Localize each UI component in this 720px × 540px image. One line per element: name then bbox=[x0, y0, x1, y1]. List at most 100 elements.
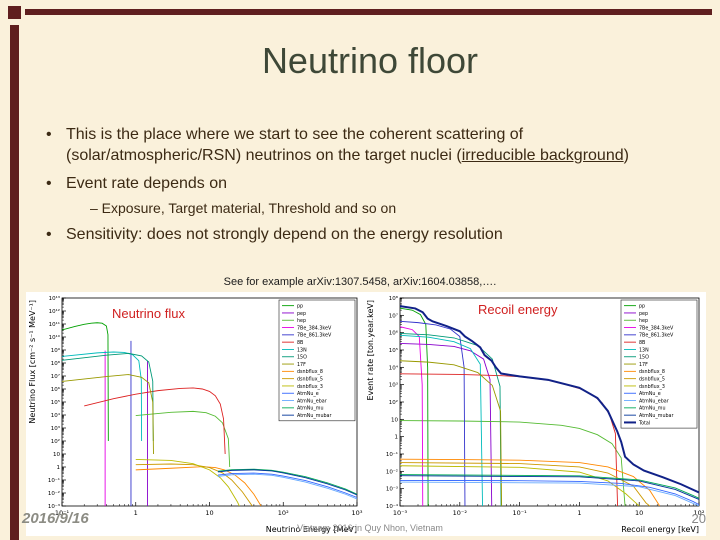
svg-text:dsnbflux_8: dsnbflux_8 bbox=[297, 369, 323, 375]
series-AtmNu_mu bbox=[400, 474, 699, 499]
series-7Be_861.3keV bbox=[400, 320, 466, 506]
series-pp bbox=[400, 307, 429, 506]
series-hep bbox=[400, 420, 626, 506]
svg-text:dsnbflux_3: dsnbflux_3 bbox=[297, 384, 323, 390]
neutrino-flux-chart: 10⁻¹ 1 10 10² 10³ Neutrino Energy [MeV] 10⁻³ 10… bbox=[26, 292, 364, 536]
svg-text:dsnbflux_5: dsnbflux_5 bbox=[639, 376, 665, 382]
svg-text:10⁶: 10⁶ bbox=[389, 330, 399, 337]
svg-text:10⁸: 10⁸ bbox=[389, 295, 399, 302]
svg-text:Total: Total bbox=[638, 420, 650, 426]
svg-text:10³: 10³ bbox=[352, 509, 363, 517]
svg-text:10⁵: 10⁵ bbox=[51, 399, 60, 406]
series-AtmNu_mubar bbox=[400, 475, 699, 500]
series-dsnbflux_5 bbox=[135, 463, 253, 506]
bullet1-underlined-text: irreducible background bbox=[461, 147, 624, 164]
svg-text:10¹¹: 10¹¹ bbox=[49, 321, 60, 328]
series-dsnbflux_8 bbox=[400, 458, 661, 506]
svg-text:10⁻²: 10⁻² bbox=[453, 509, 468, 517]
svg-text:hep: hep bbox=[639, 318, 648, 324]
svg-text:hep: hep bbox=[297, 318, 306, 324]
series-AtmNu_e bbox=[400, 479, 699, 506]
svg-text:AtmNu_mu: AtmNu_mu bbox=[297, 406, 324, 412]
bullet-list: This is the place where we start to see … bbox=[46, 124, 658, 252]
svg-text:17F: 17F bbox=[639, 362, 648, 368]
svg-text:10⁴: 10⁴ bbox=[51, 412, 61, 419]
svg-text:10⁸: 10⁸ bbox=[51, 360, 61, 367]
svg-text:10¹²: 10¹² bbox=[49, 308, 60, 315]
svg-text:pp: pp bbox=[639, 304, 645, 309]
svg-text:15O: 15O bbox=[639, 355, 649, 361]
series-17F bbox=[400, 360, 503, 506]
series-dsnbflux_3 bbox=[135, 459, 240, 506]
y-axis: 10⁻⁴ 10⁻³ 10⁻² 10⁻¹ 1 10 10² 10³ 10⁴ 10⁵ 10⁶ 10⁷ 10⁸… bbox=[366, 295, 404, 510]
svg-text:10⁴: 10⁴ bbox=[389, 364, 399, 371]
svg-text:Recoil energy [keV]: Recoil energy [keV] bbox=[621, 525, 699, 534]
x-axis: 10⁻³ 10⁻² 10⁻¹ 1 10 10² Recoil energy [keV] bbox=[393, 502, 705, 534]
svg-text:AtmNu_ebar: AtmNu_ebar bbox=[297, 398, 327, 404]
svg-text:AtmNu_mubar: AtmNu_mubar bbox=[297, 413, 331, 419]
svg-text:10⁹: 10⁹ bbox=[51, 347, 60, 354]
svg-text:10⁻²: 10⁻² bbox=[386, 468, 398, 475]
svg-text:17F: 17F bbox=[297, 362, 306, 368]
sub-bullet-exposure: – Exposure, Target material, Threshold a… bbox=[90, 200, 397, 216]
svg-text:1: 1 bbox=[395, 435, 399, 441]
svg-text:10⁷: 10⁷ bbox=[51, 373, 60, 380]
series-dsnbflux_8 bbox=[135, 466, 262, 506]
series-15O bbox=[62, 352, 154, 442]
svg-text:13N: 13N bbox=[639, 347, 649, 353]
svg-text:10⁻¹: 10⁻¹ bbox=[55, 509, 70, 517]
svg-text:10²: 10² bbox=[389, 399, 398, 406]
svg-text:10¹³: 10¹³ bbox=[49, 295, 60, 302]
svg-text:10⁻³: 10⁻³ bbox=[48, 503, 60, 510]
svg-text:10: 10 bbox=[205, 509, 213, 517]
accent-left-bar bbox=[10, 25, 19, 540]
reference-text: See for example arXiv:1307.5458, arXiv:1… bbox=[223, 276, 497, 288]
svg-text:10³: 10³ bbox=[389, 382, 398, 389]
svg-text:dsnbflux_3: dsnbflux_3 bbox=[639, 384, 665, 390]
svg-text:AtmNu_e: AtmNu_e bbox=[639, 391, 661, 397]
series-AtmNu_mubar bbox=[217, 469, 357, 496]
svg-text:13N: 13N bbox=[297, 347, 307, 353]
svg-text:Event rate [ton.year.keV]: Event rate [ton.year.keV] bbox=[366, 300, 375, 401]
svg-text:7Be_861.3keV: 7Be_861.3keV bbox=[297, 333, 332, 339]
svg-text:10⁻¹: 10⁻¹ bbox=[512, 509, 527, 517]
svg-text:10: 10 bbox=[53, 452, 60, 458]
svg-text:1: 1 bbox=[577, 509, 581, 517]
slide-title: Neutrino floor bbox=[261, 40, 479, 81]
x-axis: 10⁻¹ 1 10 10² 10³ Neutrino Energy [MeV] bbox=[55, 502, 363, 534]
svg-text:7Be_384.3keV: 7Be_384.3keV bbox=[297, 325, 332, 331]
neutrino-flux-label: Neutrino flux bbox=[112, 306, 185, 321]
y-axis: 10⁻³ 10⁻² 10⁻¹ 1 10 10² 10³ 10⁴ 10⁵ 10⁶ 10⁷ 10⁸ 10⁹ 1… bbox=[28, 295, 66, 510]
svg-text:dsnbflux_5: dsnbflux_5 bbox=[297, 376, 323, 382]
bullet-sensitivity: Sensitivity: does not strongly depend on… bbox=[46, 224, 658, 245]
svg-text:10⁻¹: 10⁻¹ bbox=[386, 451, 398, 458]
series-8B bbox=[84, 387, 226, 455]
recoil-energy-chart: 10⁻³ 10⁻² 10⁻¹ 1 10 10² Recoil energy [keV] 10⁻… bbox=[364, 292, 706, 536]
series-AtmNu_mu bbox=[217, 468, 357, 495]
series-pp bbox=[62, 322, 109, 442]
svg-text:7Be_384.3keV: 7Be_384.3keV bbox=[639, 325, 674, 331]
accent-square bbox=[8, 6, 21, 19]
series-17F bbox=[62, 374, 154, 455]
svg-text:Neutrino Energy [MeV]: Neutrino Energy [MeV] bbox=[266, 525, 357, 534]
svg-text:10⁻³: 10⁻³ bbox=[393, 509, 408, 517]
svg-text:1: 1 bbox=[134, 509, 138, 517]
svg-text:10: 10 bbox=[391, 417, 398, 423]
series-AtmNu_e bbox=[217, 472, 357, 498]
series-AtmNu_ebar bbox=[400, 481, 699, 506]
svg-text:dsnbflux_8: dsnbflux_8 bbox=[639, 369, 665, 375]
svg-text:pep: pep bbox=[639, 312, 648, 317]
svg-text:8B: 8B bbox=[297, 340, 303, 346]
svg-text:10²: 10² bbox=[694, 509, 705, 517]
recoil-energy-plot: 10⁻³ 10⁻² 10⁻¹ 1 10 10² Recoil energy [keV] 10⁻… bbox=[364, 292, 706, 536]
svg-text:10¹⁰: 10¹⁰ bbox=[49, 334, 61, 341]
svg-text:10⁻²: 10⁻² bbox=[48, 490, 60, 497]
svg-text:10⁵: 10⁵ bbox=[389, 347, 398, 354]
svg-text:10²: 10² bbox=[278, 509, 289, 517]
footer-page-number: 20 bbox=[691, 511, 706, 526]
footer-date: 2016/9/16 bbox=[22, 510, 89, 527]
bullet1-close-paren: ) bbox=[623, 147, 629, 164]
